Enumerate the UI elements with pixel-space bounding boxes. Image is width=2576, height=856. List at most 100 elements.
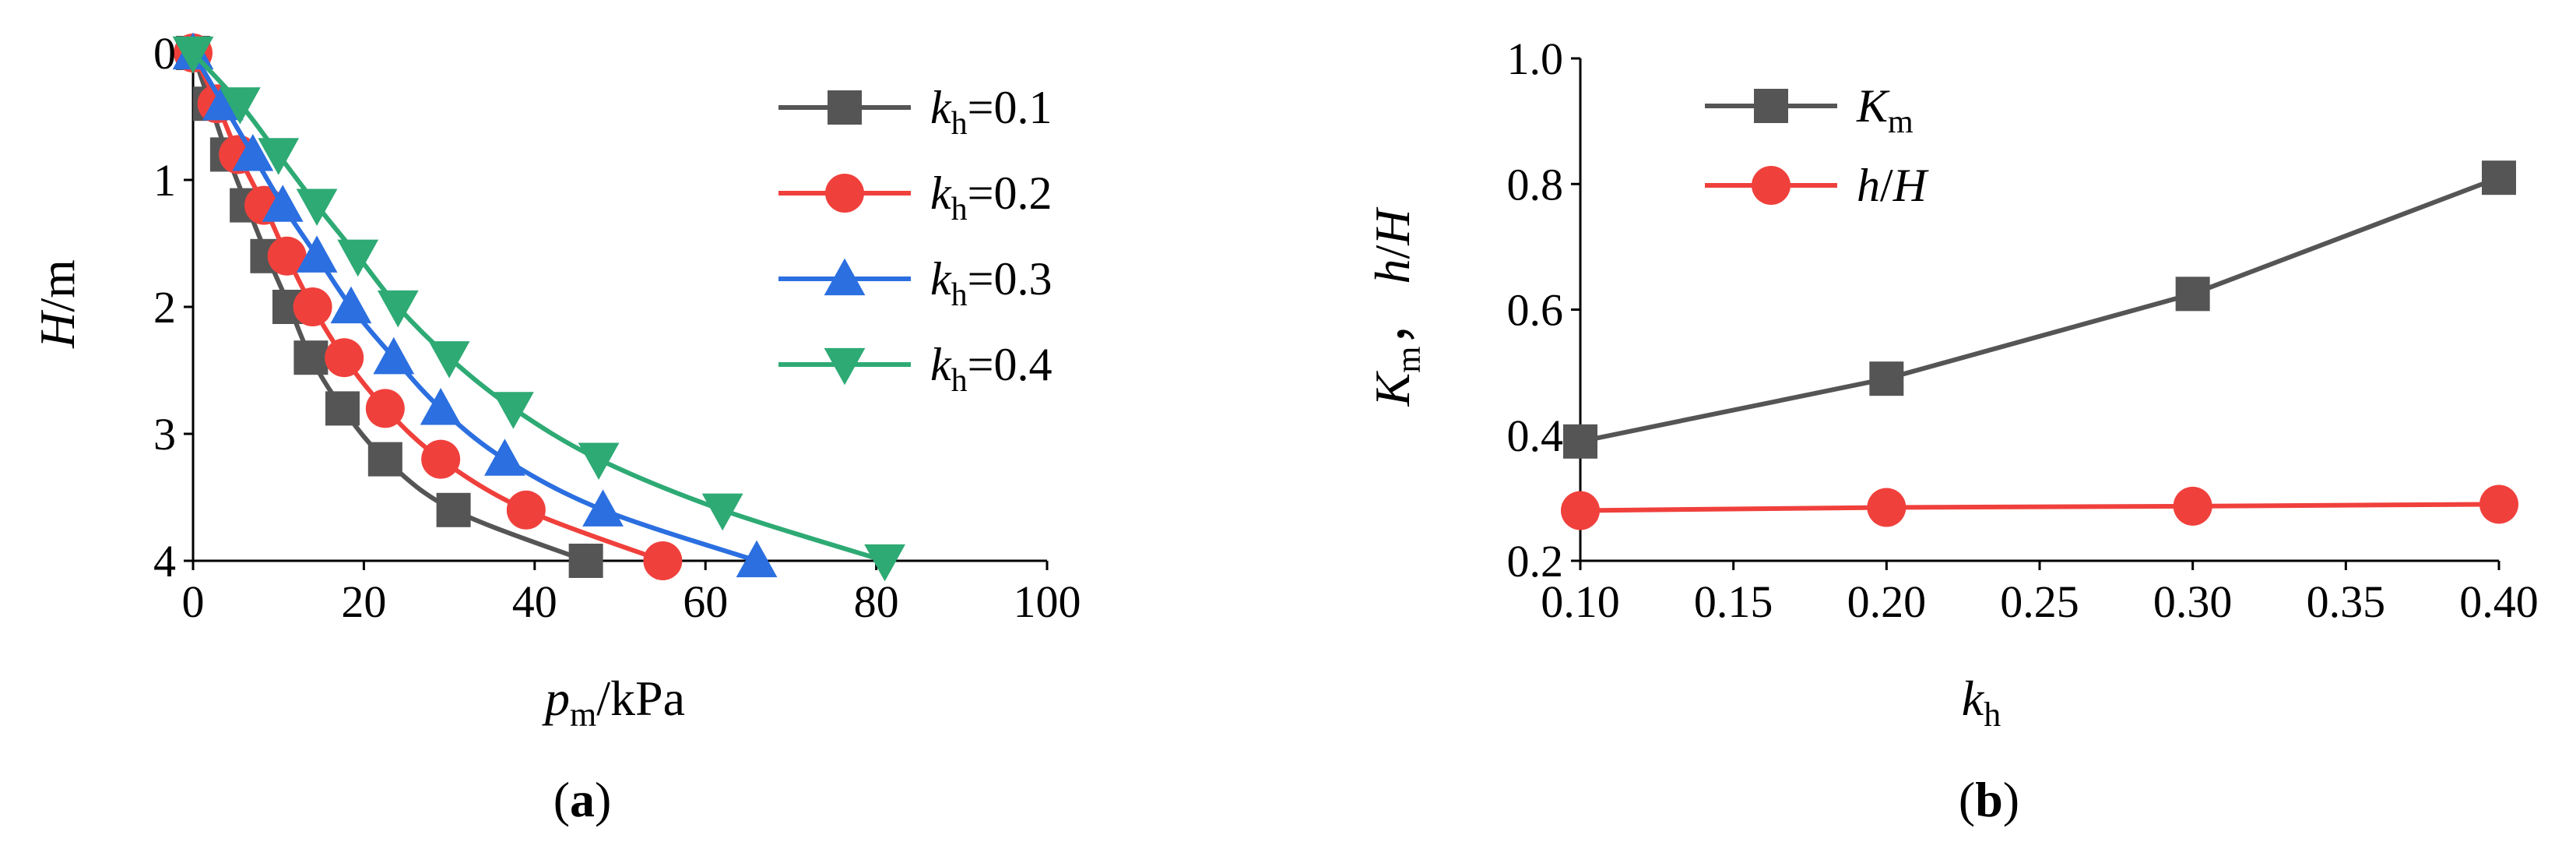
legend-label: Km bbox=[1856, 80, 1914, 140]
x-tick-label: 20 bbox=[341, 576, 386, 627]
y-tick-label: 3 bbox=[153, 409, 176, 460]
data-point bbox=[325, 391, 360, 426]
legend-entry: kh=0.1 bbox=[778, 82, 1052, 142]
data-point bbox=[296, 188, 338, 226]
y-tick-label: 0.2 bbox=[1507, 536, 1564, 587]
series-Km bbox=[1563, 160, 2516, 459]
data-point bbox=[2175, 277, 2210, 312]
y-tick-label: 0.6 bbox=[1507, 285, 1564, 336]
x-tick-label: 40 bbox=[512, 576, 557, 627]
data-point bbox=[377, 290, 419, 328]
x-tick-label: 0.40 bbox=[2459, 576, 2539, 627]
legend-entry: Km bbox=[1705, 80, 1914, 140]
y-tick-label: 0 bbox=[153, 28, 176, 79]
series-line bbox=[1580, 502, 2500, 513]
legend-entry: kh=0.4 bbox=[778, 339, 1052, 399]
y-tick-label: 0.8 bbox=[1507, 159, 1564, 210]
panel-a-axes bbox=[184, 51, 1049, 570]
panel-b-y-axis-label: Km， h/H bbox=[1365, 206, 1428, 407]
y-tick-label: 1 bbox=[153, 155, 176, 206]
data-point bbox=[258, 138, 300, 175]
legend-label: kh=0.2 bbox=[930, 167, 1052, 227]
legend-marker bbox=[824, 258, 866, 296]
x-tick-label: 0.20 bbox=[1847, 576, 1927, 627]
data-point bbox=[484, 439, 525, 476]
panel-b-tick-labels: 0.10 0.15 0.20 0.25 0.30 0.35 0.40 0.2 0.4 0.6 0.8… bbox=[1507, 33, 2539, 627]
data-point bbox=[643, 541, 683, 580]
x-tick-label: 0 bbox=[182, 576, 205, 627]
data-point bbox=[1869, 361, 1904, 396]
x-tick-label: 0.15 bbox=[1694, 576, 1773, 627]
panel-b-label: (b) bbox=[1959, 772, 2019, 827]
legend-entry: kh=0.2 bbox=[778, 167, 1052, 227]
data-point bbox=[492, 392, 534, 429]
data-point bbox=[232, 134, 274, 171]
legend-marker bbox=[1752, 166, 1791, 205]
data-point bbox=[2173, 486, 2212, 526]
data-point bbox=[267, 236, 307, 276]
data-point bbox=[293, 340, 329, 375]
y-tick-label: 2 bbox=[153, 282, 176, 333]
series-h/H bbox=[1561, 484, 2518, 530]
panel-a-tick-labels: 0 20 40 60 80 100 0 1 2 3 4 bbox=[153, 28, 1081, 627]
data-point bbox=[506, 490, 546, 530]
panel-a-series bbox=[172, 32, 905, 582]
data-point bbox=[1561, 491, 1600, 530]
panel-a-x-axis-label: pm/kPa bbox=[542, 671, 685, 734]
legend-entry: h/H bbox=[1705, 160, 1930, 211]
panel-a-legend: kh=0.1 kh=0.2 kh=0.3 kh=0.4 bbox=[778, 82, 1052, 399]
legend-marker bbox=[824, 347, 866, 386]
data-point bbox=[736, 540, 778, 578]
panel-b-x-axis-label: kh bbox=[1962, 671, 2001, 734]
data-point bbox=[864, 544, 905, 582]
x-tick-label: 100 bbox=[1014, 576, 1081, 627]
data-point bbox=[365, 389, 405, 428]
data-point bbox=[373, 336, 415, 375]
legend-marker bbox=[1754, 89, 1788, 123]
x-tick-label: 0.35 bbox=[2307, 576, 2386, 627]
data-point bbox=[1867, 488, 1907, 527]
legend-label: kh=0.3 bbox=[930, 253, 1052, 313]
x-tick-label: 0.25 bbox=[2000, 576, 2079, 627]
legend-marker bbox=[828, 90, 862, 125]
data-point bbox=[436, 492, 471, 527]
legend-label: kh=0.4 bbox=[930, 339, 1052, 399]
data-point bbox=[262, 185, 304, 222]
y-tick-label: 1.0 bbox=[1507, 33, 1564, 84]
legend-label: h/H bbox=[1857, 160, 1930, 211]
data-point bbox=[568, 544, 603, 578]
panel-b-legend: Km h/H bbox=[1705, 80, 1930, 211]
panel-b-series bbox=[1561, 160, 2518, 530]
data-point bbox=[428, 341, 470, 379]
legend-entry: kh=0.3 bbox=[778, 253, 1052, 313]
x-tick-label: 60 bbox=[683, 576, 728, 627]
data-point bbox=[172, 36, 214, 74]
data-point bbox=[296, 235, 338, 273]
panel-a-label: (a) bbox=[554, 772, 612, 827]
x-tick-label: 80 bbox=[854, 576, 899, 627]
data-point bbox=[330, 286, 372, 324]
data-point bbox=[325, 338, 364, 378]
data-point bbox=[219, 87, 261, 125]
data-point bbox=[367, 442, 402, 477]
data-point bbox=[701, 493, 743, 531]
y-tick-label: 0.4 bbox=[1507, 410, 1564, 461]
data-point bbox=[2479, 484, 2518, 524]
data-point bbox=[421, 439, 461, 479]
series-line bbox=[191, 51, 664, 563]
series-line bbox=[1580, 175, 2500, 444]
series-kh=0.4 bbox=[172, 36, 905, 582]
data-point bbox=[578, 442, 620, 480]
data-point bbox=[293, 287, 332, 326]
data-point bbox=[1563, 424, 1597, 459]
data-point bbox=[337, 239, 379, 277]
x-tick-label: 0.10 bbox=[1541, 576, 1620, 627]
y-tick-label: 4 bbox=[153, 536, 176, 587]
legend-marker bbox=[825, 174, 864, 213]
x-tick-label: 0.30 bbox=[2153, 576, 2233, 627]
panel-b: 0.10 0.15 0.20 0.25 0.30 0.35 0.40 0.2 0.4 0.6 0.8… bbox=[1365, 33, 2539, 827]
data-point bbox=[420, 388, 462, 425]
panel-a-y-axis-label: H/m bbox=[30, 259, 85, 349]
